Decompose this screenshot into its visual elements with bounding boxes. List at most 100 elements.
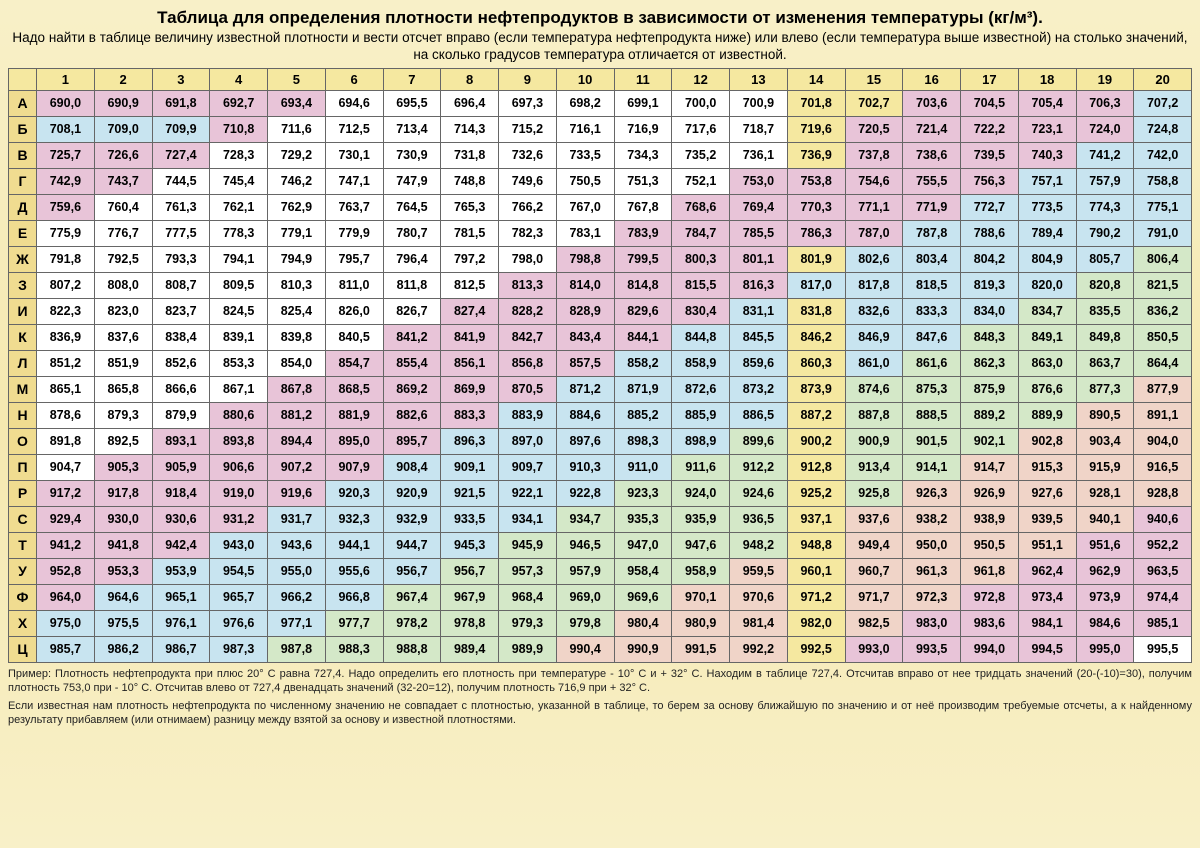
data-cell: 986,2	[94, 636, 152, 662]
data-cell: 883,9	[499, 402, 557, 428]
data-cell: 771,1	[845, 194, 903, 220]
data-cell: 787,0	[845, 220, 903, 246]
data-cell: 700,0	[672, 90, 730, 116]
data-cell: 851,2	[37, 350, 95, 376]
data-cell: 893,8	[210, 428, 268, 454]
row-header: О	[9, 428, 37, 454]
data-cell: 764,5	[383, 194, 441, 220]
data-cell: 786,3	[787, 220, 845, 246]
data-cell: 881,2	[268, 402, 326, 428]
data-cell: 968,4	[499, 584, 557, 610]
data-cell: 858,9	[672, 350, 730, 376]
data-cell: 713,4	[383, 116, 441, 142]
data-cell: 833,3	[903, 298, 961, 324]
data-cell: 979,3	[499, 610, 557, 636]
col-header: 4	[210, 68, 268, 90]
data-cell: 801,9	[787, 246, 845, 272]
data-cell: 792,5	[94, 246, 152, 272]
data-cell: 738,6	[903, 142, 961, 168]
data-cell: 933,5	[441, 506, 499, 532]
data-cell: 908,4	[383, 454, 441, 480]
col-header: 14	[787, 68, 845, 90]
data-cell: 729,2	[268, 142, 326, 168]
data-cell: 733,5	[556, 142, 614, 168]
data-cell: 719,6	[787, 116, 845, 142]
data-cell: 736,9	[787, 142, 845, 168]
data-cell: 894,4	[268, 428, 326, 454]
data-cell: 770,3	[787, 194, 845, 220]
data-cell: 690,0	[37, 90, 95, 116]
data-cell: 871,2	[556, 376, 614, 402]
data-cell: 918,4	[152, 480, 210, 506]
data-cell: 748,8	[441, 168, 499, 194]
data-cell: 746,2	[268, 168, 326, 194]
data-cell: 900,2	[787, 428, 845, 454]
row-header: Г	[9, 168, 37, 194]
data-cell: 774,3	[1076, 194, 1134, 220]
data-cell: 711,6	[268, 116, 326, 142]
data-cell: 989,4	[441, 636, 499, 662]
data-cell: 930,0	[94, 506, 152, 532]
data-cell: 741,2	[1076, 142, 1134, 168]
data-cell: 932,9	[383, 506, 441, 532]
data-cell: 896,3	[441, 428, 499, 454]
data-cell: 905,3	[94, 454, 152, 480]
data-cell: 813,3	[499, 272, 557, 298]
data-cell: 743,7	[94, 168, 152, 194]
data-cell: 917,2	[37, 480, 95, 506]
data-cell: 749,6	[499, 168, 557, 194]
table-row: Р917,2917,8918,4919,0919,6920,3920,9921,…	[9, 480, 1192, 506]
row-header: Т	[9, 532, 37, 558]
data-cell: 950,0	[903, 532, 961, 558]
page-subtitle: Надо найти в таблице величину известной …	[8, 30, 1192, 64]
data-cell: 960,1	[787, 558, 845, 584]
data-cell: 765,3	[441, 194, 499, 220]
data-cell: 953,9	[152, 558, 210, 584]
data-cell: 939,5	[1018, 506, 1076, 532]
data-cell: 716,1	[556, 116, 614, 142]
data-cell: 807,2	[37, 272, 95, 298]
data-cell: 693,4	[268, 90, 326, 116]
data-cell: 884,6	[556, 402, 614, 428]
data-cell: 915,3	[1018, 454, 1076, 480]
col-header: 3	[152, 68, 210, 90]
data-cell: 953,3	[94, 558, 152, 584]
data-cell: 791,8	[37, 246, 95, 272]
data-cell: 983,6	[961, 610, 1019, 636]
data-cell: 824,5	[210, 298, 268, 324]
data-cell: 776,7	[94, 220, 152, 246]
data-cell: 943,0	[210, 532, 268, 558]
data-cell: 788,6	[961, 220, 1019, 246]
data-cell: 990,9	[614, 636, 672, 662]
data-cell: 800,3	[672, 246, 730, 272]
data-cell: 900,9	[845, 428, 903, 454]
data-cell: 861,6	[903, 350, 961, 376]
data-cell: 728,3	[210, 142, 268, 168]
table-row: Б708,1709,0709,9710,8711,6712,5713,4714,…	[9, 116, 1192, 142]
data-cell: 911,6	[672, 454, 730, 480]
data-cell: 747,1	[325, 168, 383, 194]
data-cell: 705,4	[1018, 90, 1076, 116]
table-row: Т941,2941,8942,4943,0943,6944,1944,7945,…	[9, 532, 1192, 558]
data-cell: 867,8	[268, 376, 326, 402]
data-cell: 982,5	[845, 610, 903, 636]
data-cell: 808,7	[152, 272, 210, 298]
data-cell: 853,3	[210, 350, 268, 376]
data-cell: 924,6	[730, 480, 788, 506]
data-cell: 817,8	[845, 272, 903, 298]
data-cell: 940,1	[1076, 506, 1134, 532]
data-cell: 995,0	[1076, 636, 1134, 662]
data-cell: 759,6	[37, 194, 95, 220]
data-cell: 941,2	[37, 532, 95, 558]
data-cell: 946,5	[556, 532, 614, 558]
data-cell: 808,0	[94, 272, 152, 298]
data-cell: 985,1	[1134, 610, 1192, 636]
data-cell: 870,5	[499, 376, 557, 402]
data-cell: 709,0	[94, 116, 152, 142]
data-cell: 885,2	[614, 402, 672, 428]
data-cell: 940,6	[1134, 506, 1192, 532]
data-cell: 767,0	[556, 194, 614, 220]
data-cell: 873,2	[730, 376, 788, 402]
col-header: 6	[325, 68, 383, 90]
data-cell: 967,9	[441, 584, 499, 610]
